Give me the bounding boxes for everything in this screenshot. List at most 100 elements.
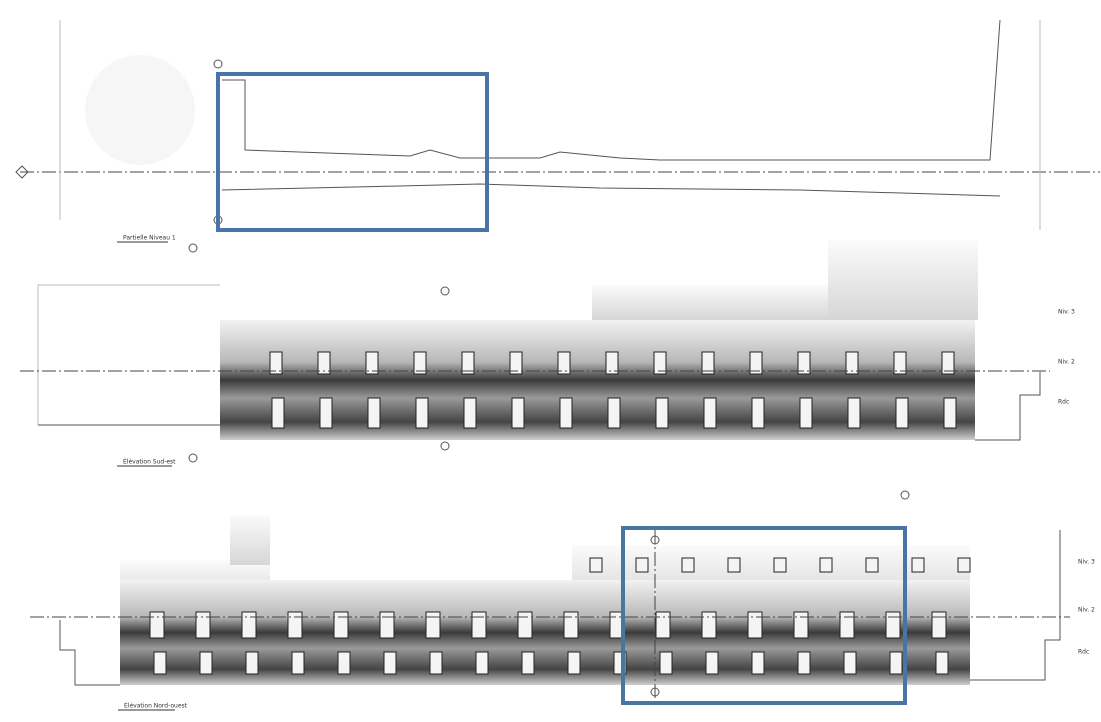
window — [607, 397, 621, 429]
window — [241, 611, 257, 639]
plan-view: Partielle Niveau 1 — [15, 19, 1100, 253]
window — [559, 397, 573, 429]
window — [517, 611, 533, 639]
window — [149, 611, 165, 639]
level-label: Niv. 3 — [1058, 309, 1075, 316]
window — [557, 351, 571, 375]
window — [701, 611, 717, 639]
view-title: Élévation Sud-est — [123, 458, 176, 466]
facade — [120, 580, 970, 685]
window — [793, 611, 809, 639]
window — [269, 351, 283, 375]
window — [749, 351, 763, 375]
window — [461, 351, 475, 375]
window — [703, 397, 717, 429]
elevation-middle: Élévation Sud-est Niv. 3 Niv. 2 Rdc — [20, 240, 1075, 467]
window — [333, 611, 349, 639]
window — [727, 557, 741, 573]
window — [797, 351, 811, 375]
level-label: Niv. 2 — [1058, 359, 1075, 366]
window — [383, 651, 397, 675]
view-marker — [188, 453, 198, 463]
window — [153, 651, 167, 675]
window — [943, 397, 957, 429]
window — [843, 651, 857, 675]
window — [429, 651, 443, 675]
level-label: Rdc — [1058, 399, 1069, 406]
window — [605, 351, 619, 375]
grid-bubble — [15, 165, 29, 179]
window — [425, 611, 441, 639]
view-marker — [900, 490, 910, 500]
upper-volume — [828, 240, 978, 320]
window — [317, 351, 331, 375]
view-title: Partielle Niveau 1 — [123, 235, 176, 242]
window — [365, 351, 379, 375]
window — [653, 351, 667, 375]
ground-line — [970, 530, 1061, 681]
window — [463, 397, 477, 429]
window — [935, 651, 949, 675]
window — [245, 651, 259, 675]
window — [287, 611, 303, 639]
level-label: Rdc — [1078, 649, 1089, 656]
window — [681, 557, 695, 573]
window — [751, 397, 765, 429]
tree-area — [85, 55, 195, 165]
highlight-box — [621, 526, 907, 705]
upper-volume — [592, 285, 828, 320]
window — [957, 557, 971, 573]
highlight-box — [216, 72, 489, 232]
elevation-bottom: Élévation Nord-ouest Niv. 3 Niv. 2 Rdc — [30, 490, 1095, 711]
window — [567, 651, 581, 675]
window — [291, 651, 305, 675]
grid-bubble — [650, 535, 660, 545]
window — [655, 611, 671, 639]
window — [511, 397, 525, 429]
view-marker — [188, 243, 198, 253]
window — [701, 351, 715, 375]
window — [847, 397, 861, 429]
window — [893, 351, 907, 375]
window — [797, 651, 811, 675]
grid-bubble — [440, 286, 450, 296]
window — [319, 397, 333, 429]
window — [413, 351, 427, 375]
elevation-outline — [37, 284, 220, 425]
window — [271, 397, 285, 429]
window — [415, 397, 429, 429]
grid-bubble — [650, 687, 660, 697]
window — [705, 651, 719, 675]
facade — [220, 320, 975, 440]
window — [865, 557, 879, 573]
window — [475, 651, 489, 675]
ground-line — [59, 620, 120, 686]
upper-volume — [230, 515, 270, 565]
window — [471, 611, 487, 639]
window — [195, 611, 211, 639]
level-label: Niv. 2 — [1078, 607, 1095, 614]
grid-bubble — [440, 441, 450, 451]
window — [911, 557, 925, 573]
window — [819, 557, 833, 573]
window — [885, 611, 901, 639]
view-title: Élévation Nord-ouest — [124, 702, 188, 710]
grid-bubble — [213, 59, 223, 69]
window — [845, 351, 859, 375]
ground-line — [975, 372, 1041, 441]
window — [889, 651, 903, 675]
window — [747, 611, 763, 639]
window — [509, 351, 523, 375]
window — [773, 557, 787, 573]
window — [839, 611, 855, 639]
window — [563, 611, 579, 639]
window — [655, 397, 669, 429]
window — [941, 351, 955, 375]
window — [799, 397, 813, 429]
window — [379, 611, 395, 639]
window — [751, 651, 765, 675]
level-label: Niv. 3 — [1078, 559, 1095, 566]
window — [895, 397, 909, 429]
window — [589, 557, 603, 573]
